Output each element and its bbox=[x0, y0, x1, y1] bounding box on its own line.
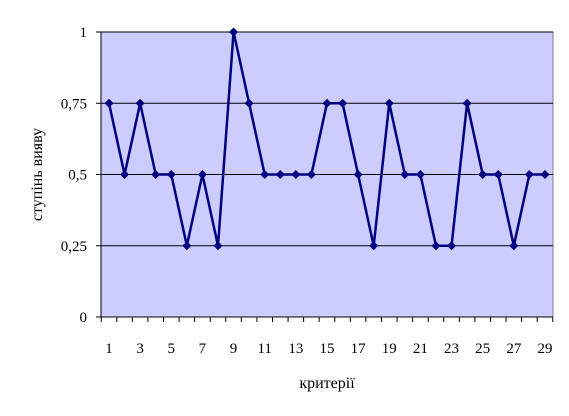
x-tick-label: 1 bbox=[105, 341, 113, 357]
data-point bbox=[447, 241, 457, 251]
data-point bbox=[260, 170, 270, 179]
data-point bbox=[540, 170, 550, 179]
data-point bbox=[104, 98, 114, 108]
x-tick-label: 9 bbox=[230, 341, 238, 357]
data-point bbox=[524, 170, 534, 179]
y-axis-ticks: 0 0,25 0,5 0,75 1 bbox=[61, 25, 101, 326]
data-point bbox=[353, 170, 363, 179]
data-point bbox=[244, 98, 254, 108]
x-tick-label: 5 bbox=[168, 341, 176, 357]
series-markers bbox=[104, 27, 550, 251]
data-point bbox=[369, 241, 379, 251]
data-point bbox=[166, 170, 176, 179]
x-tick-label: 19 bbox=[382, 341, 397, 357]
data-point bbox=[431, 241, 441, 251]
x-tick-label: 23 bbox=[444, 341, 459, 357]
data-point bbox=[415, 170, 425, 179]
x-axis-ticks: 1 3 5 7 9 11 13 15 17 19 21 23 25 27 29 bbox=[100, 317, 554, 357]
x-tick-label: 17 bbox=[351, 341, 367, 357]
x-tick-label: 21 bbox=[413, 341, 428, 357]
x-tick-label: 15 bbox=[319, 341, 334, 357]
data-point bbox=[478, 170, 488, 179]
data-point bbox=[291, 170, 301, 179]
data-point bbox=[197, 170, 207, 179]
y-tick-label: 0,5 bbox=[68, 168, 87, 184]
data-point bbox=[322, 98, 332, 108]
data-point bbox=[151, 170, 161, 179]
y-tick-label: 0,25 bbox=[61, 239, 87, 255]
data-point bbox=[275, 170, 285, 179]
data-point bbox=[120, 170, 130, 179]
data-point bbox=[462, 98, 472, 108]
data-point bbox=[306, 170, 316, 179]
y-tick-label: 0,75 bbox=[61, 96, 87, 112]
data-point bbox=[384, 98, 394, 108]
x-tick-label: 7 bbox=[199, 341, 207, 357]
data-point bbox=[182, 241, 192, 251]
x-tick-label: 27 bbox=[506, 341, 522, 357]
y-tick-label: 1 bbox=[80, 25, 88, 41]
data-point bbox=[135, 98, 145, 108]
data-point bbox=[338, 98, 348, 108]
y-tick-label: 0 bbox=[80, 310, 88, 326]
x-tick-label: 3 bbox=[136, 341, 144, 357]
x-tick-label: 13 bbox=[288, 341, 303, 357]
x-tick-label: 29 bbox=[537, 341, 552, 357]
y-axis-title: ступінь вияву bbox=[29, 128, 46, 221]
data-point bbox=[229, 27, 239, 37]
data-point bbox=[400, 170, 410, 179]
x-tick-label: 25 bbox=[475, 341, 490, 357]
data-point bbox=[509, 241, 519, 251]
x-tick-label: 11 bbox=[257, 341, 271, 357]
data-point bbox=[493, 170, 503, 179]
data-point bbox=[213, 241, 223, 251]
x-axis-title: критерії bbox=[299, 375, 355, 392]
